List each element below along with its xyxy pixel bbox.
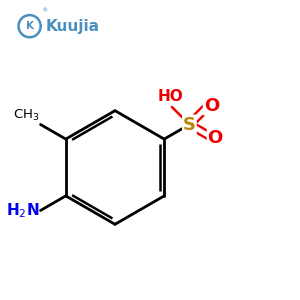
Text: S: S (183, 116, 196, 134)
Text: ®: ® (42, 9, 48, 14)
Text: K: K (26, 21, 34, 31)
Text: H$_2$N: H$_2$N (6, 201, 39, 220)
Text: O: O (208, 129, 223, 147)
Text: CH$_3$: CH$_3$ (13, 108, 39, 123)
Text: O: O (204, 97, 219, 115)
Text: Kuujia: Kuujia (46, 19, 100, 34)
Text: HO: HO (158, 89, 183, 104)
